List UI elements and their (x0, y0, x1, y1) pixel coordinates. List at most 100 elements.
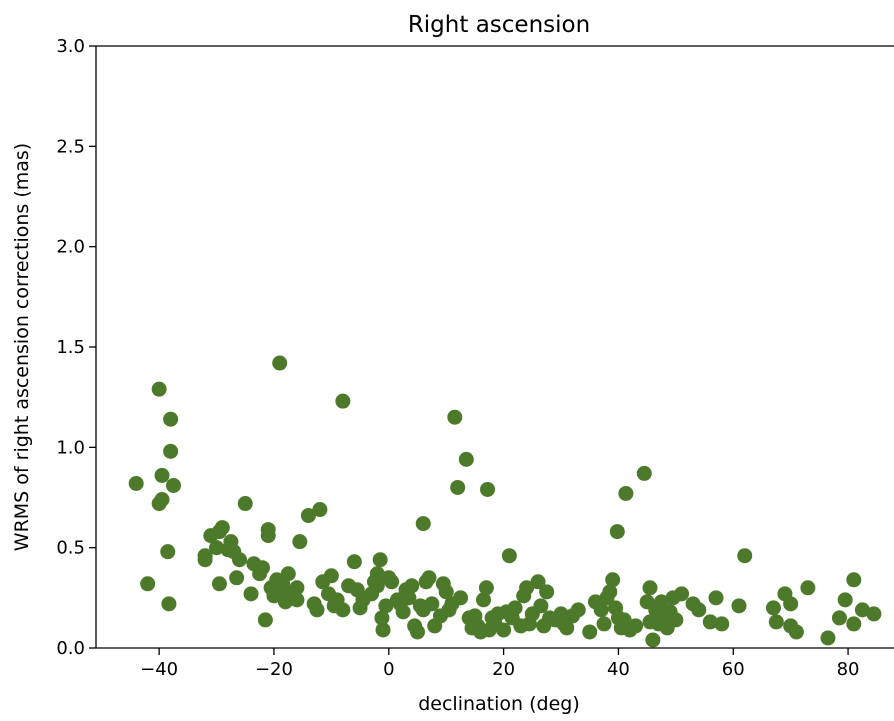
scatter-point (496, 622, 512, 638)
scatter-point (374, 610, 390, 626)
scatter-point (609, 524, 625, 540)
scatter-point (372, 552, 388, 568)
scatter-point (369, 578, 385, 594)
scatter-point (384, 574, 400, 590)
scatter-point (280, 566, 296, 582)
scatter-point (846, 572, 862, 588)
scatter-point (618, 485, 634, 501)
scatter-point (800, 580, 816, 596)
scatter-point (783, 596, 799, 612)
scatter-point (421, 570, 437, 586)
scatter-point (292, 534, 308, 550)
x-tick-label: 20 (492, 659, 515, 680)
scatter-point (737, 548, 753, 564)
scatter-point (831, 610, 847, 626)
scatter-point (154, 467, 170, 483)
y-tick-label: 1.0 (56, 437, 85, 458)
scatter-point (702, 614, 718, 630)
scatter-point (161, 596, 177, 612)
scatter-point (653, 594, 669, 610)
scatter-point (128, 475, 144, 491)
scatter-point (501, 548, 517, 564)
scatter-point (163, 443, 179, 459)
scatter-point (458, 451, 474, 467)
scatter-point (866, 606, 882, 622)
scatter-point (404, 578, 420, 594)
scatter-point (312, 502, 328, 518)
y-tick-label: 1.5 (56, 337, 85, 358)
scatter-point (229, 570, 245, 586)
scatter-point (642, 580, 658, 596)
scatter-point (768, 614, 784, 630)
scatter-point (645, 632, 661, 648)
scatter-point (401, 590, 417, 606)
scatter-point (438, 584, 454, 600)
plot-area: −40 −20 0 20 40 60 80 0.0 0.5 1.0 1.5 2.0 2.5 3.0 (56, 36, 894, 680)
scatter-point (151, 381, 167, 397)
scatter-point (166, 477, 182, 493)
scatter-point (765, 600, 781, 616)
data-points (128, 355, 882, 648)
chart-title: Right ascension (408, 12, 590, 38)
x-tick-label: 0 (383, 659, 394, 680)
scatter-point (447, 409, 463, 425)
scatter-point (533, 598, 549, 614)
scatter-point (257, 612, 273, 628)
scatter-point (197, 548, 213, 564)
y-tick-label: 3.0 (56, 36, 85, 57)
scatter-point (530, 574, 546, 590)
scatter-point (691, 602, 707, 618)
x-tick-label: −40 (140, 659, 178, 680)
scatter-point (378, 598, 394, 614)
scatter-point (605, 572, 621, 588)
scatter-point (335, 602, 351, 618)
scatter-point (708, 590, 724, 606)
scatter-point (163, 411, 179, 427)
x-tick-label: 80 (837, 659, 860, 680)
scatter-point (593, 602, 609, 618)
scatter-point (453, 590, 469, 606)
scatter-point (519, 580, 535, 596)
scatter-point (260, 528, 276, 544)
scatter-point (570, 602, 586, 618)
scatter-point (323, 568, 339, 584)
scatter-point (714, 616, 730, 632)
y-tick-label: 2.5 (56, 136, 85, 157)
scatter-point (214, 520, 230, 536)
scatter-point (539, 584, 555, 600)
scatter-point (409, 624, 425, 640)
y-ticks: 0.0 0.5 1.0 1.5 2.0 2.5 3.0 (56, 36, 96, 659)
scatter-point (300, 508, 316, 524)
scatter-point (854, 602, 870, 618)
scatter-point (140, 576, 156, 592)
scatter-point (289, 580, 305, 596)
scatter-point (369, 566, 385, 582)
scatter-point (160, 544, 176, 560)
scatter-point (596, 616, 612, 632)
scatter-point (232, 552, 248, 568)
scatter-point (309, 602, 325, 618)
scatter-point (272, 355, 288, 371)
scatter-point (602, 584, 618, 600)
scatter-point (375, 622, 391, 638)
scatter-point (237, 496, 253, 512)
scatter-point (289, 592, 305, 608)
scatter-point (636, 465, 652, 481)
x-tick-label: 60 (722, 659, 745, 680)
scatter-point (559, 620, 575, 636)
y-tick-label: 2.0 (56, 237, 85, 258)
scatter-point (837, 592, 853, 608)
scatter-point (154, 492, 170, 508)
y-tick-label: 0.0 (56, 638, 85, 659)
scatter-point (424, 596, 440, 612)
y-tick-label: 0.5 (56, 538, 85, 559)
x-tick-label: 40 (607, 659, 630, 680)
scatter-point (668, 612, 684, 628)
scatter-point (266, 588, 282, 604)
scatter-point (476, 592, 492, 608)
scatter-point (346, 554, 362, 570)
scatter-point (731, 598, 747, 614)
x-ticks: −40 −20 0 20 40 60 80 (140, 648, 860, 680)
scatter-point (507, 600, 523, 616)
